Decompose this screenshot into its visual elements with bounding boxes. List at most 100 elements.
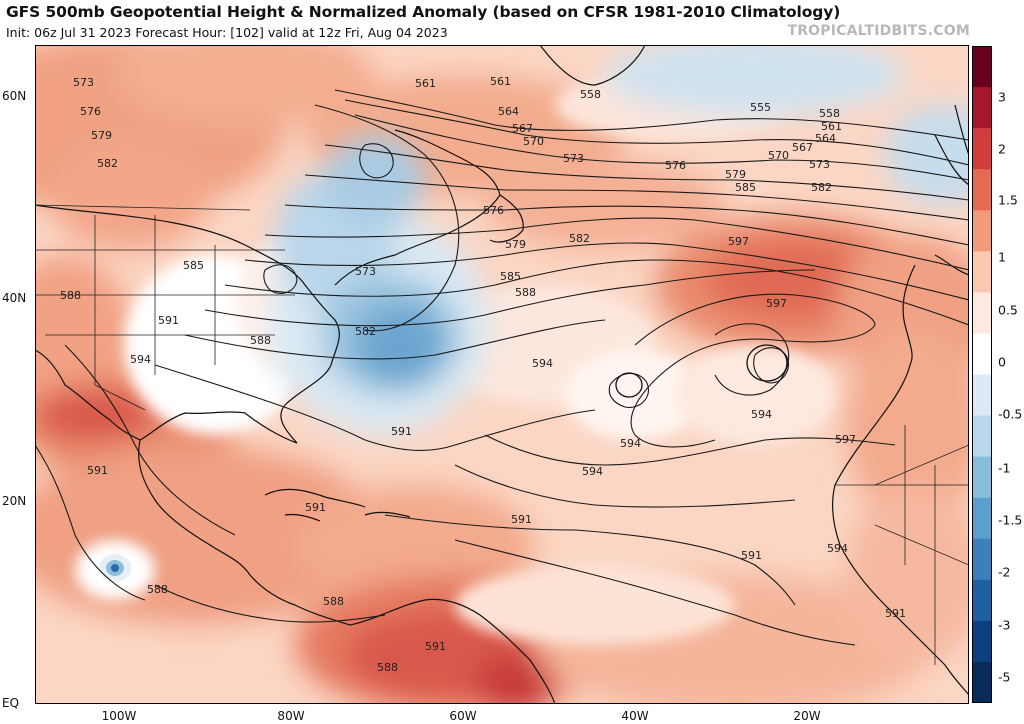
contour-label: 579 bbox=[91, 129, 112, 142]
tropical-low bbox=[99, 554, 131, 582]
contour-label: 594 bbox=[751, 408, 772, 421]
contour-label: 558 bbox=[580, 88, 601, 101]
lat-tick-label: 40N bbox=[2, 291, 27, 305]
colorbar-label: 0.5 bbox=[998, 302, 1018, 318]
contour-label: 570 bbox=[523, 135, 544, 148]
contour-label: 597 bbox=[766, 297, 787, 310]
contour-label: 588 bbox=[60, 289, 81, 302]
colorbar-swatch bbox=[972, 333, 992, 375]
cold-anomaly-layer bbox=[270, 45, 969, 435]
contour-label-group: 555 558 558 561 561 561 564 564 567 567 … bbox=[60, 75, 906, 674]
contour-label: 585 bbox=[183, 259, 204, 272]
colorbar-label: -1 bbox=[998, 460, 1011, 476]
political-borders bbox=[35, 204, 969, 665]
colorbar-swatch bbox=[972, 661, 992, 703]
colorbar-frame bbox=[972, 46, 992, 703]
contour-label: 567 bbox=[792, 141, 813, 154]
lon-tick-label: 20W bbox=[793, 709, 821, 723]
colorbar-label: 1 bbox=[998, 249, 1006, 265]
contour-label: 591 bbox=[511, 513, 532, 526]
contour-label: 591 bbox=[741, 549, 762, 562]
colorbar-swatch bbox=[972, 210, 992, 252]
colorbar-label: 1.5 bbox=[998, 192, 1018, 208]
contour-label: 585 bbox=[735, 181, 756, 194]
lat-tick-label: 20N bbox=[2, 494, 27, 508]
contour-label: 561 bbox=[490, 75, 511, 88]
colorbar bbox=[972, 46, 992, 703]
contour-label: 588 bbox=[323, 595, 344, 608]
contour-label: 591 bbox=[305, 501, 326, 514]
contour-label: 594 bbox=[130, 353, 151, 366]
contour-label: 573 bbox=[355, 265, 376, 278]
height-contours bbox=[35, 89, 969, 646]
lon-tick-label: 40W bbox=[621, 709, 649, 723]
lon-tick-label: 60W bbox=[449, 709, 477, 723]
colorbar-swatch bbox=[972, 415, 992, 458]
contour-label: 573 bbox=[73, 76, 94, 89]
contour-label: 567 bbox=[512, 122, 533, 135]
contour-label: 579 bbox=[505, 238, 526, 251]
contour-label: 597 bbox=[835, 433, 856, 446]
contour-label: 585 bbox=[500, 270, 521, 283]
coastlines bbox=[35, 45, 969, 704]
colorbar-label: -0.5 bbox=[998, 406, 1023, 422]
contour-label: 588 bbox=[250, 334, 271, 347]
contour-label: 588 bbox=[377, 661, 398, 674]
contour-label: 558 bbox=[819, 107, 840, 120]
map-title: GFS 500mb Geopotential Height & Normaliz… bbox=[6, 3, 841, 21]
map-subtitle: Init: 06z Jul 31 2023 Forecast Hour: [10… bbox=[6, 25, 448, 40]
colorbar-swatch bbox=[972, 251, 992, 293]
colorbar-label: -1.5 bbox=[998, 512, 1023, 528]
contour-label: 591 bbox=[87, 464, 108, 477]
contour-label: 561 bbox=[415, 77, 436, 90]
contour-label: 570 bbox=[768, 149, 789, 162]
contour-label: 576 bbox=[80, 105, 101, 118]
contour-label: 591 bbox=[391, 425, 412, 438]
colorbar-swatch bbox=[972, 456, 992, 499]
contour-label: 591 bbox=[885, 607, 906, 620]
lon-tick-label: 100W bbox=[101, 709, 137, 723]
lat-tick-label: 60N bbox=[2, 89, 27, 103]
contour-label: 573 bbox=[809, 158, 830, 171]
colorbar-swatch bbox=[972, 292, 992, 334]
colorbar-swatch bbox=[972, 169, 992, 211]
contour-label: 594 bbox=[582, 465, 603, 478]
contour-label: 564 bbox=[815, 132, 836, 145]
contour-label: 582 bbox=[97, 157, 118, 170]
colorbar-label: -5 bbox=[998, 669, 1011, 685]
colorbar-label: 3 bbox=[998, 89, 1006, 105]
colorbar-label: 2 bbox=[998, 141, 1006, 157]
lon-tick-label: 80W bbox=[277, 709, 305, 723]
contour-label: 576 bbox=[483, 204, 504, 217]
anomaly-map: 555 558 558 561 561 561 564 564 567 567 … bbox=[35, 45, 969, 704]
colorbar-swatch bbox=[972, 128, 992, 170]
contour-label: 573 bbox=[563, 152, 584, 165]
contour-label: 594 bbox=[827, 542, 848, 555]
colorbar-swatch bbox=[972, 579, 992, 622]
site-credit: TROPICALTIDBITS.COM bbox=[787, 23, 970, 39]
colorbar-label: -2 bbox=[998, 564, 1011, 580]
contour-label: 582 bbox=[355, 325, 376, 338]
contour-label: 591 bbox=[158, 314, 179, 327]
contour-label: 594 bbox=[532, 357, 553, 370]
contour-label: 594 bbox=[620, 437, 641, 450]
contour-label: 588 bbox=[147, 583, 168, 596]
closed-high-contours bbox=[615, 344, 788, 398]
colorbar-swatch bbox=[972, 497, 992, 540]
contour-label: 555 bbox=[750, 101, 771, 114]
contour-label: 579 bbox=[725, 168, 746, 181]
contour-label: 582 bbox=[811, 181, 832, 194]
contour-label: 591 bbox=[425, 640, 446, 653]
colorbar-swatch bbox=[972, 87, 992, 129]
colorbar-label: 0 bbox=[998, 354, 1006, 370]
contour-label: 564 bbox=[498, 105, 519, 118]
contour-label: 597 bbox=[728, 235, 749, 248]
contour-label: 582 bbox=[569, 232, 590, 245]
colorbar-swatch bbox=[972, 538, 992, 581]
lat-tick-label: EQ bbox=[2, 696, 20, 710]
colorbar-label: -3 bbox=[998, 617, 1011, 633]
colorbar-swatch bbox=[972, 374, 992, 417]
colorbar-swatch bbox=[972, 46, 992, 88]
colorbar-swatch bbox=[972, 620, 992, 663]
contour-label: 561 bbox=[821, 120, 842, 133]
